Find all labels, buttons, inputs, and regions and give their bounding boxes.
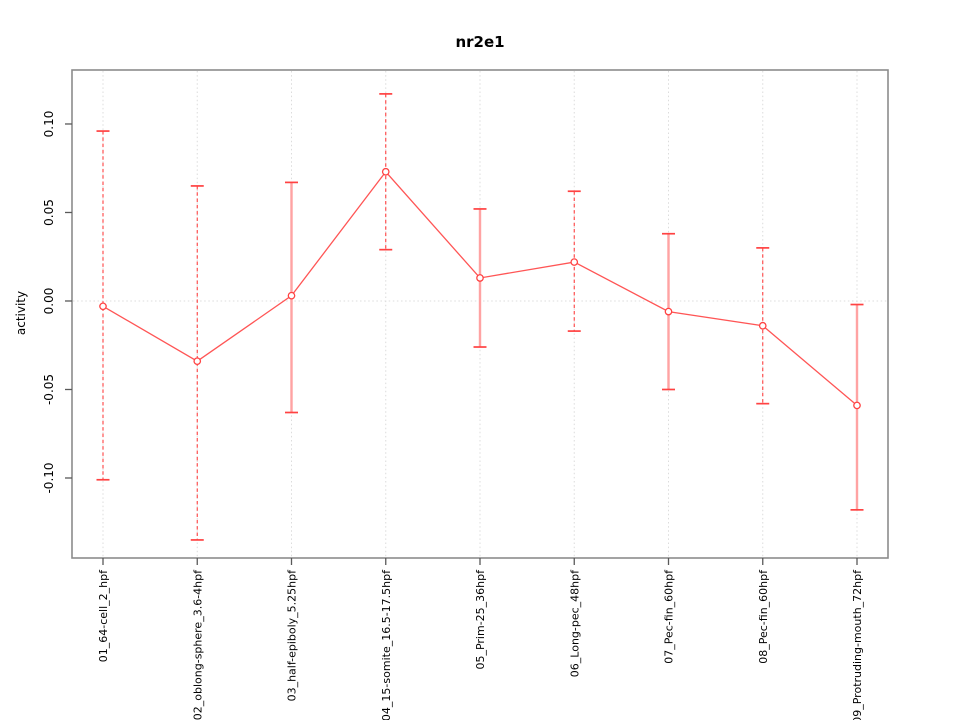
x-tick-label: 09_Protruding-mouth_72hpf xyxy=(851,569,864,720)
series-layer xyxy=(96,93,864,541)
data-point xyxy=(758,321,767,330)
data-point xyxy=(381,167,390,176)
y-tick-label: -0.10 xyxy=(42,462,56,493)
x-tick-label: 08_Pec-fin_60hpf xyxy=(757,569,770,664)
x-tick-label: 07_Pec-fin_60hpf xyxy=(663,569,676,664)
data-point xyxy=(476,274,484,282)
y-axis-label: activity xyxy=(14,291,28,335)
data-point xyxy=(99,302,107,311)
y-tick-label: 0.05 xyxy=(42,199,56,226)
data-point xyxy=(287,291,296,300)
y-tick-label: -0.05 xyxy=(42,374,56,405)
data-point xyxy=(853,401,861,410)
axes-layer: 0.10 0.05 0.00 -0.05 -0.10 01_64-cell_2_hpf 02… xyxy=(42,69,889,720)
chart-title: nr2e1 xyxy=(455,33,504,51)
y-tick-label: 0.00 xyxy=(42,288,56,315)
data-point xyxy=(664,307,673,316)
x-tick-label: 05_Prim-25_36hpf xyxy=(474,569,487,670)
x-tick-label: 02_oblong-sphere_3.6-4hpf xyxy=(191,569,204,720)
y-tick-label: 0.10 xyxy=(42,111,56,138)
x-tick-label: 06_Long-pec_48hpf xyxy=(568,569,581,677)
data-point xyxy=(193,357,202,366)
x-tick-label: 01_64-cell_2_hpf xyxy=(97,569,110,662)
x-tick-label: 03_half-epiboly_5.25hpf xyxy=(286,569,299,702)
data-point xyxy=(570,258,579,266)
x-tick-label: 04_15-somite_16.5-17.5hpf xyxy=(380,569,393,720)
